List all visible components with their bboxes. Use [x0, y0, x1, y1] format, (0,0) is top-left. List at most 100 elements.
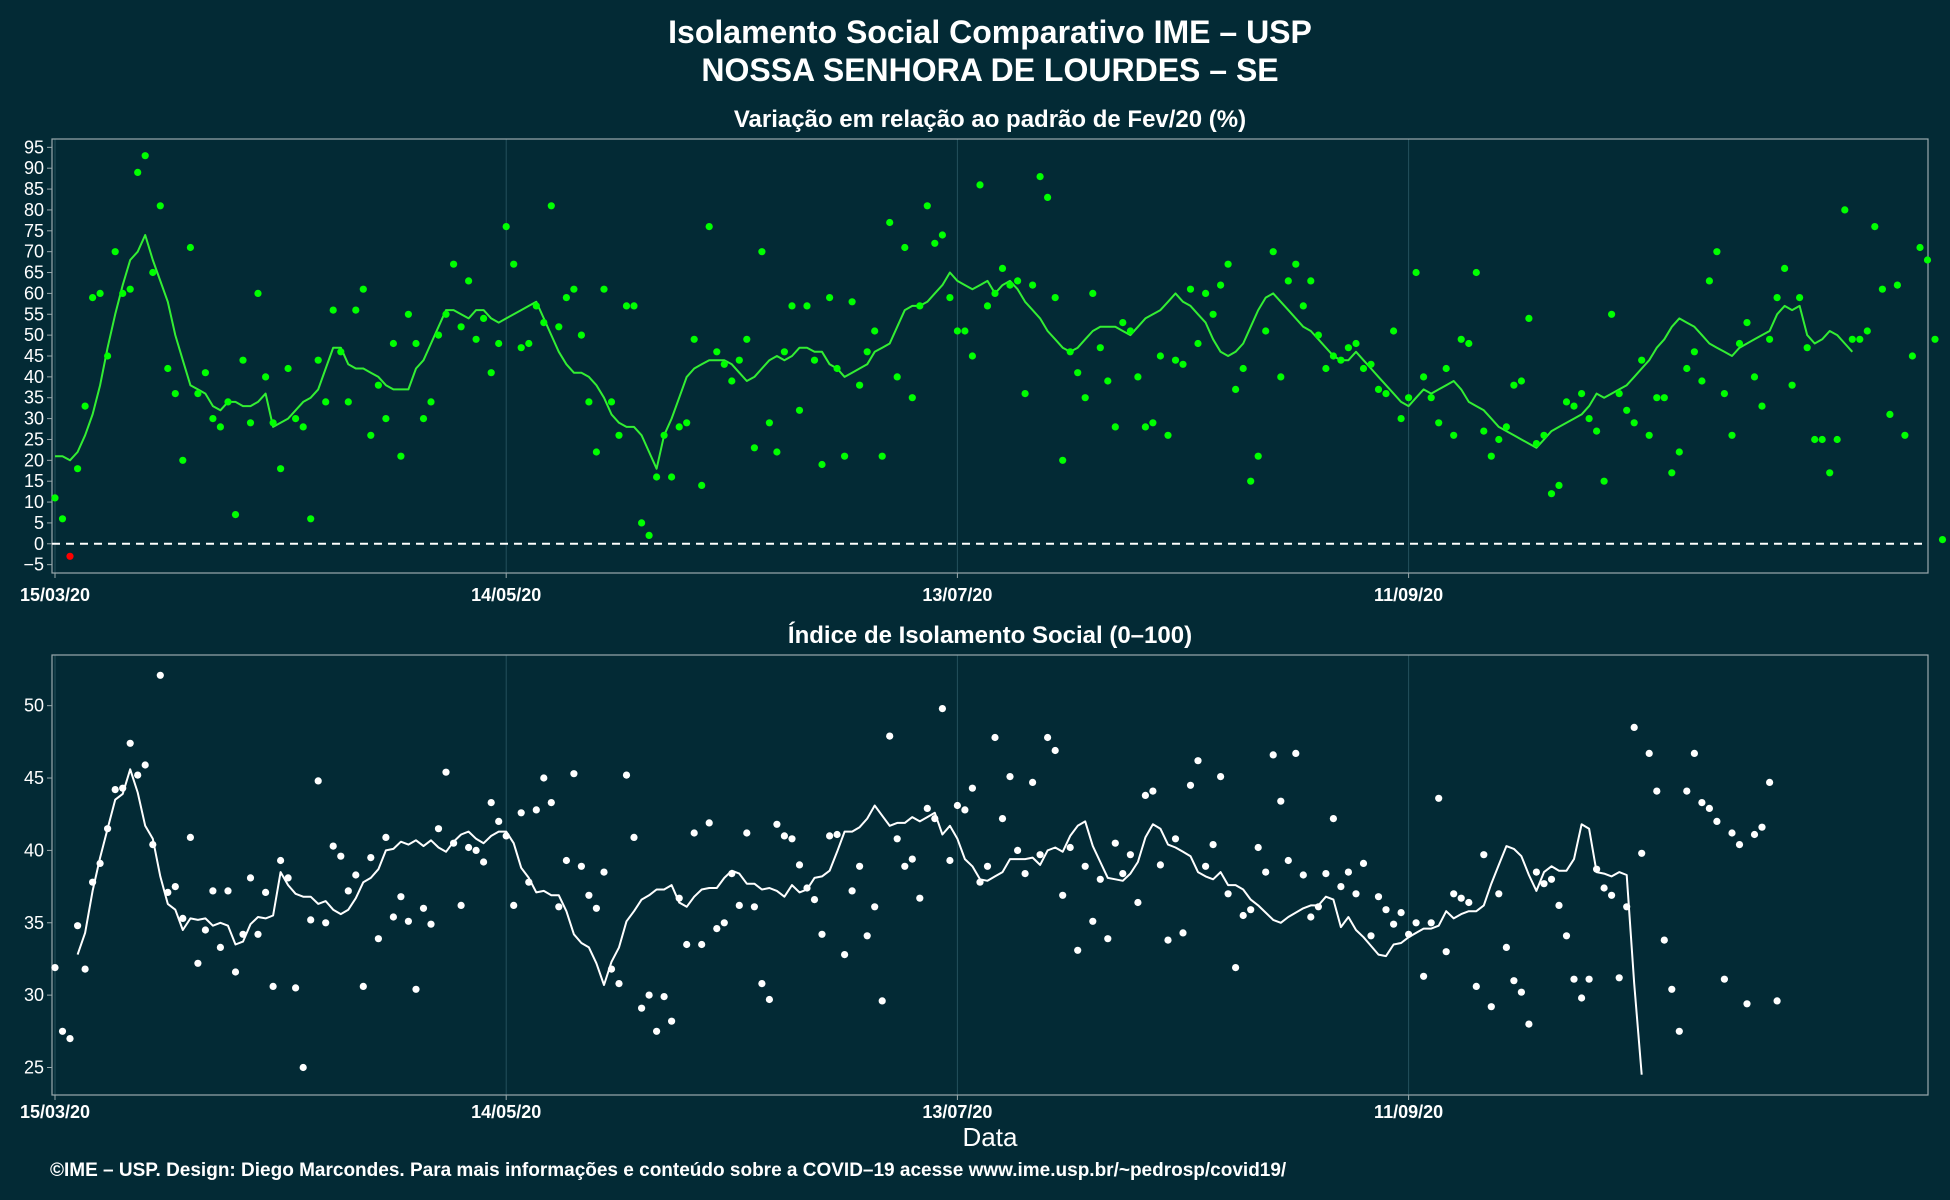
variation-data-point [1119, 319, 1127, 327]
index-data-point [826, 832, 834, 840]
index-data-point [1638, 849, 1646, 857]
index-data-point [1006, 773, 1014, 781]
index-data-point [1773, 997, 1781, 1005]
index-data-point [1382, 906, 1390, 914]
variation-data-point [1074, 369, 1082, 377]
variation-data-point [1698, 377, 1706, 385]
variation-data-point [728, 377, 736, 385]
variation-data-point [743, 335, 751, 343]
index-data-point [735, 901, 743, 910]
index-data-point [1089, 917, 1097, 925]
variation-data-point [1788, 381, 1796, 389]
variation-data-point [1029, 281, 1037, 289]
index-data-point [510, 901, 518, 910]
index-data-point [923, 804, 931, 813]
variation-data-point [1232, 385, 1240, 393]
index-data-point [141, 761, 149, 769]
index-data-point [765, 995, 774, 1004]
index-data-point [863, 932, 871, 940]
variation-data-point [111, 248, 119, 256]
index-y-tick-label: 50 [24, 696, 44, 716]
variation-data-point [1277, 373, 1285, 381]
variation-data-point [1390, 327, 1398, 335]
index-data-point [1014, 846, 1022, 855]
variation-data-point [224, 398, 232, 406]
panel2-title: Índice de Isolamento Social (0–100) [788, 621, 1192, 649]
variation-data-point [555, 323, 563, 331]
variation-y-tick-label: 15 [24, 471, 44, 491]
variation-data-point [58, 515, 67, 523]
index-data-point [1164, 936, 1172, 944]
variation-data-point [126, 285, 134, 293]
index-data-point [104, 825, 112, 833]
variation-data-point [1412, 268, 1420, 277]
index-data-point [1141, 791, 1149, 800]
index-data-point [1224, 890, 1232, 898]
variation-data-point [1465, 339, 1473, 348]
variation-y-tick-label: 85 [24, 179, 44, 199]
variation-data-point [277, 465, 285, 473]
x-axis-label: Data [963, 1122, 1018, 1152]
variation-data-point [1502, 423, 1510, 431]
index-data-point [668, 1017, 676, 1025]
index-data-point [946, 856, 954, 865]
variation-data-point [1562, 398, 1571, 406]
variation-data-point [841, 452, 849, 460]
index-data-point [337, 852, 345, 860]
variation-data-point [773, 448, 781, 456]
index-data-point [968, 784, 977, 792]
variation-data-point [1750, 373, 1759, 381]
variation-data-point [1826, 469, 1834, 477]
index-data-point [1480, 851, 1488, 859]
index-data-point [1645, 749, 1653, 758]
index-data-point [818, 930, 826, 938]
variation-data-point [246, 419, 255, 427]
index-data-point [795, 861, 804, 869]
variation-data-point [750, 444, 759, 452]
variation-data-point [1111, 423, 1119, 431]
index-data-point [1217, 773, 1225, 781]
index-data-point [1472, 982, 1480, 991]
variation-y-tick-label: 35 [24, 388, 44, 408]
index-data-point [1405, 930, 1413, 938]
index-data-point [1051, 746, 1059, 755]
index-data-point [1397, 909, 1405, 917]
variation-data-point [1239, 364, 1247, 373]
variation-data-point [1608, 310, 1616, 318]
variation-data-point [577, 331, 586, 339]
index-data-point [570, 770, 578, 778]
variation-data-point [1517, 377, 1525, 385]
variation-data-point [525, 339, 533, 348]
index-data-point [577, 862, 586, 870]
variation-data-point [675, 423, 683, 431]
index-data-point [953, 801, 962, 810]
variation-data-point [1021, 390, 1029, 398]
variation-data-point [89, 294, 97, 302]
variation-data-point [487, 369, 495, 377]
variation-data-point [171, 390, 179, 398]
variation-data-point [758, 248, 766, 256]
index-data-point [1735, 841, 1744, 849]
index-data-point [1630, 723, 1638, 732]
variation-data-point [284, 364, 292, 373]
variation-data-point [946, 294, 954, 302]
index-data-point [1179, 929, 1187, 937]
variation-data-point [976, 181, 984, 189]
index-data-point [1299, 871, 1307, 879]
variation-data-point [1269, 248, 1277, 256]
variation-data-point [480, 314, 488, 322]
index-data-point [547, 799, 555, 807]
variation-data-point [1134, 373, 1142, 381]
index-data-point [81, 965, 89, 973]
variation-y-tick-label: −5 [23, 555, 44, 575]
variation-y-tick-label: 65 [24, 263, 44, 283]
index-data-point [1119, 870, 1127, 878]
variation-data-point [1653, 394, 1661, 402]
index-data-point [1186, 781, 1195, 789]
variation-data-point [1781, 264, 1789, 272]
index-data-point [532, 806, 540, 814]
variation-data-point [720, 360, 728, 368]
index-data-point [299, 1063, 307, 1072]
index-data-point [1495, 890, 1503, 898]
